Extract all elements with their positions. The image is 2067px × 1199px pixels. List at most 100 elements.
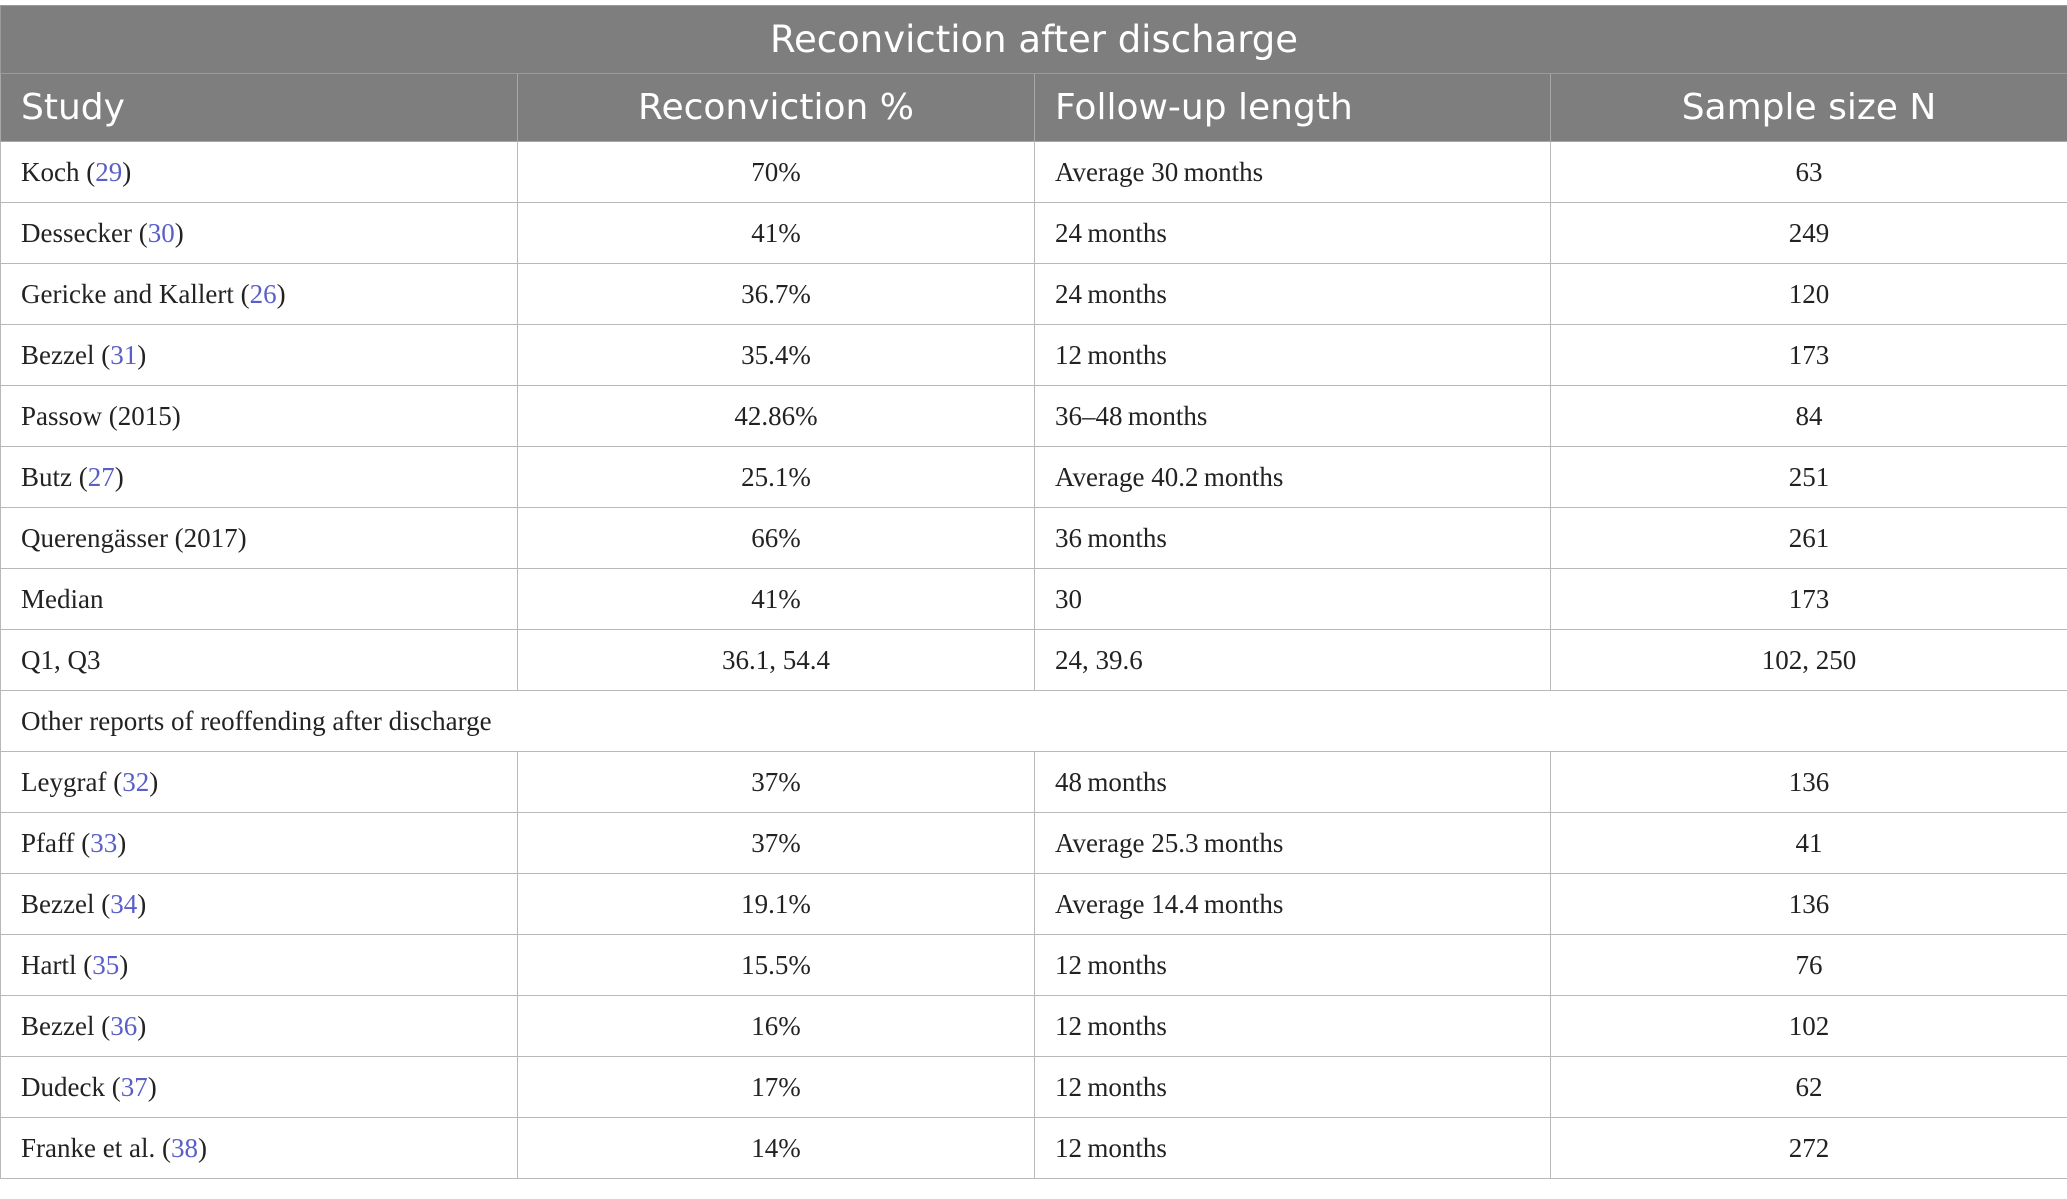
- column-header-study: Study: [0, 73, 518, 142]
- reconviction-cell: 17%: [517, 1056, 1035, 1118]
- followup-cell: 12 months: [1034, 995, 1551, 1057]
- study-cell: Q1, Q3: [0, 629, 518, 691]
- header-row: Study Reconviction % Follow-up length Sa…: [0, 73, 2067, 142]
- reconviction-table: Reconviction after discharge Study Recon…: [0, 5, 2067, 1179]
- table-caption: Reconviction after discharge: [0, 5, 2067, 74]
- reference-link[interactable]: 31: [110, 339, 138, 370]
- table-row: Leygraf (32) 37% 48 months 136: [0, 751, 2067, 813]
- followup-cell: 36 months: [1034, 507, 1551, 569]
- study-name: Passow (2015): [21, 400, 181, 431]
- reconviction-cell: 70%: [517, 141, 1035, 203]
- sample-size-cell: 173: [1549, 568, 2067, 630]
- sample-size-cell: 249: [1549, 202, 2067, 264]
- section-row: Other reports of reoffending after disch…: [0, 690, 2067, 752]
- table-row: Querengässer (2017) 66% 36 months 261: [0, 507, 2067, 569]
- followup-cell: 24 months: [1034, 202, 1551, 264]
- followup-cell: 36–48 months: [1034, 385, 1551, 447]
- reconviction-cell: 41%: [517, 568, 1035, 630]
- study-name: Dessecker: [21, 217, 132, 248]
- sample-size-cell: 136: [1549, 751, 2067, 813]
- reference-link[interactable]: 32: [122, 766, 150, 797]
- followup-cell: 12 months: [1034, 1117, 1551, 1179]
- sample-size-cell: 251: [1549, 446, 2067, 508]
- reference-link[interactable]: 35: [92, 949, 120, 980]
- study-name: Koch: [21, 156, 80, 187]
- reconviction-cell: 15.5%: [517, 934, 1035, 996]
- study-cell: Koch (29): [0, 141, 518, 203]
- study-name: Median: [21, 583, 104, 614]
- study-name: Gericke and Kallert: [21, 278, 234, 309]
- reference-link[interactable]: 38: [170, 1132, 198, 1163]
- reconviction-cell: 66%: [517, 507, 1035, 569]
- section-label: Other reports of reoffending after disch…: [0, 690, 2067, 752]
- table-row: Bezzel (36) 16% 12 months 102: [0, 995, 2067, 1057]
- followup-cell: 24 months: [1034, 263, 1551, 325]
- sample-size-cell: 136: [1549, 873, 2067, 935]
- study-name: Querengässer (2017): [21, 522, 247, 553]
- study-name: Bezzel: [21, 339, 95, 370]
- table-row: Gericke and Kallert (26) 36.7% 24 months 12…: [0, 263, 2067, 325]
- study-name: Bezzel: [21, 888, 95, 919]
- reconviction-cell: 36.1, 54.4: [517, 629, 1035, 691]
- table-row: Franke et al. (38) 14% 12 months 272: [0, 1117, 2067, 1179]
- sample-size-cell: 63: [1549, 141, 2067, 203]
- followup-cell: Average 30 months: [1034, 141, 1551, 203]
- study-cell: Dessecker (30): [0, 202, 518, 264]
- table-head: Reconviction after discharge Study Recon…: [0, 5, 2067, 142]
- table-row: Koch (29) 70% Average 30 months 63: [0, 141, 2067, 203]
- study-name: Dudeck: [21, 1071, 105, 1102]
- sample-size-cell: 120: [1549, 263, 2067, 325]
- reference-link[interactable]: 33: [90, 827, 118, 858]
- sample-size-cell: 102: [1549, 995, 2067, 1057]
- reference-link[interactable]: 34: [110, 888, 138, 919]
- caption-row: Reconviction after discharge: [0, 5, 2067, 74]
- study-name: Butz: [21, 461, 72, 492]
- reference-link[interactable]: 27: [87, 461, 115, 492]
- reconviction-cell: 37%: [517, 751, 1035, 813]
- study-cell: Bezzel (31): [0, 324, 518, 386]
- table-row: Dessecker (30) 41% 24 months 249: [0, 202, 2067, 264]
- table-row: Q1, Q3 36.1, 54.4 24, 39.6 102, 250: [0, 629, 2067, 691]
- reference-link[interactable]: 36: [110, 1010, 138, 1041]
- reference-link[interactable]: 29: [95, 156, 123, 187]
- followup-cell: 12 months: [1034, 1056, 1551, 1118]
- reference-link[interactable]: 26: [249, 278, 277, 309]
- sample-size-cell: 173: [1549, 324, 2067, 386]
- table-row: Passow (2015) 42.86% 36–48 months 84: [0, 385, 2067, 447]
- study-name: Hartl: [21, 949, 77, 980]
- table-row: Butz (27) 25.1% Average 40.2 months 251: [0, 446, 2067, 508]
- column-header-sample-size: Sample size N: [1549, 73, 2067, 142]
- study-cell: Pfaff (33): [0, 812, 518, 874]
- reconviction-cell: 14%: [517, 1117, 1035, 1179]
- study-cell: Bezzel (34): [0, 873, 518, 935]
- column-header-reconviction: Reconviction %: [517, 73, 1035, 142]
- study-cell: Gericke and Kallert (26): [0, 263, 518, 325]
- table-body-section: Other reports of reoffending after disch…: [0, 690, 2067, 752]
- sample-size-cell: 261: [1549, 507, 2067, 569]
- table-row: Dudeck (37) 17% 12 months 62: [0, 1056, 2067, 1118]
- reconviction-cell: 37%: [517, 812, 1035, 874]
- sample-size-cell: 41: [1549, 812, 2067, 874]
- study-name: Leygraf: [21, 766, 107, 797]
- followup-cell: 48 months: [1034, 751, 1551, 813]
- followup-cell: 12 months: [1034, 934, 1551, 996]
- table-body-primary: Koch (29) 70% Average 30 months 63 Dessecker…: [0, 141, 2067, 691]
- followup-cell: Average 40.2 months: [1034, 446, 1551, 508]
- reference-link[interactable]: 30: [147, 217, 175, 248]
- reconviction-cell: 41%: [517, 202, 1035, 264]
- reconviction-cell: 19.1%: [517, 873, 1035, 935]
- study-cell: Passow (2015): [0, 385, 518, 447]
- reference-link[interactable]: 37: [120, 1071, 148, 1102]
- reconviction-cell: 25.1%: [517, 446, 1035, 508]
- study-cell: Bezzel (36): [0, 995, 518, 1057]
- table-row: Bezzel (34) 19.1% Average 14.4 months 136: [0, 873, 2067, 935]
- table-row: Pfaff (33) 37% Average 25.3 months 41: [0, 812, 2067, 874]
- study-name: Pfaff: [21, 827, 75, 858]
- sample-size-cell: 272: [1549, 1117, 2067, 1179]
- sample-size-cell: 62: [1549, 1056, 2067, 1118]
- study-name: Franke et al.: [21, 1132, 156, 1163]
- followup-cell: Average 14.4 months: [1034, 873, 1551, 935]
- reconviction-cell: 42.86%: [517, 385, 1035, 447]
- sample-size-cell: 84: [1549, 385, 2067, 447]
- reconviction-cell: 36.7%: [517, 263, 1035, 325]
